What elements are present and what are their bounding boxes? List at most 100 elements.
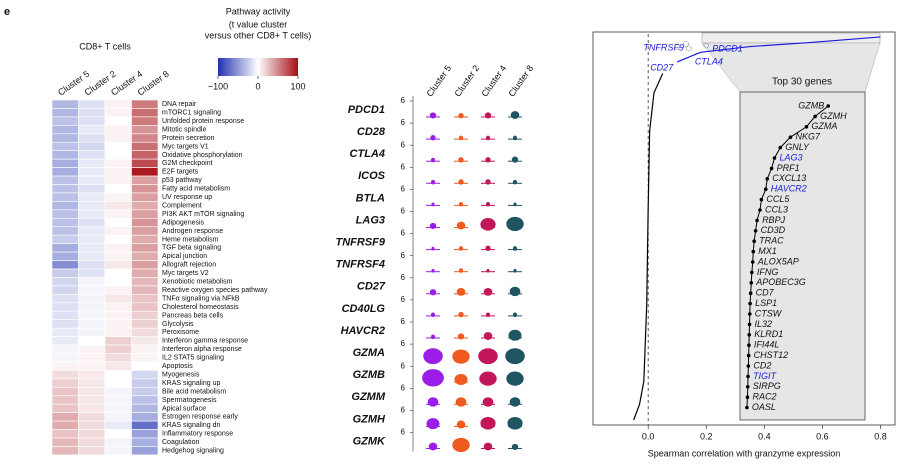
heat-cell <box>51 192 79 202</box>
inset-point <box>747 343 751 348</box>
heat-cell <box>51 319 79 329</box>
violin <box>455 397 467 407</box>
heat-cell <box>51 386 79 397</box>
heat-cell <box>104 437 132 447</box>
heat-cell <box>104 125 132 135</box>
heat-cell <box>51 353 79 363</box>
gene-label: GZMK <box>353 435 386 447</box>
cluster-label: Cluster 5 <box>424 63 453 98</box>
heat-cell <box>104 234 132 244</box>
heat-cell <box>104 386 132 397</box>
heat-cell <box>78 243 106 253</box>
gene-label: TNFRSF4 <box>336 259 386 271</box>
row-label: IL2 STAT5 signaling <box>162 355 224 362</box>
inset-gene-label: KLRD1 <box>754 329 783 339</box>
violin <box>458 179 464 185</box>
row-label: Reactive oxygen species pathway <box>162 287 268 294</box>
inset-point <box>746 374 750 379</box>
title: Pathway activity <box>226 6 291 16</box>
y-tick-label: 6 <box>401 361 406 370</box>
heat-cell <box>51 412 79 422</box>
heat-cell <box>51 108 79 118</box>
heat-cell <box>78 378 106 388</box>
violin <box>485 245 491 251</box>
heat-cell <box>51 361 79 371</box>
heat-cell <box>131 175 159 185</box>
heat-cell <box>104 141 132 151</box>
heat-cell <box>104 344 132 354</box>
inset-gene-label: CXCL13 <box>772 173 806 183</box>
heat-cell <box>131 125 159 135</box>
heat-cell <box>51 446 79 456</box>
inset-point <box>747 322 752 327</box>
heat-cell <box>51 310 79 320</box>
y-tick-label: 6 <box>401 406 406 415</box>
inset-point <box>788 135 793 139</box>
panel-label: e <box>4 6 10 18</box>
heat-cell <box>104 429 132 439</box>
subtitle: versus other CD8+ T cells) <box>205 30 311 40</box>
y-tick-label: 6 <box>401 162 406 171</box>
violin <box>512 312 518 318</box>
heat-cell <box>104 175 132 185</box>
violin <box>454 373 468 385</box>
inset-gene-label: HAVCR2 <box>771 184 807 194</box>
violin <box>480 218 496 231</box>
plot-frame <box>592 31 896 426</box>
heat-cell <box>78 108 106 118</box>
row-label: Xenobiotic metabolism <box>162 279 233 286</box>
heat-cell <box>51 260 79 270</box>
x-tick-label: 0.6 <box>816 431 829 441</box>
violin <box>430 334 436 340</box>
heat-cell <box>131 243 159 253</box>
gene-point <box>674 44 681 50</box>
heat-cell <box>104 192 132 202</box>
gene-label: PDCD1 <box>712 43 743 53</box>
heat-cell <box>51 437 79 447</box>
gene-label: CD40LG <box>342 303 386 315</box>
heat-cell <box>78 361 106 371</box>
heat-cell <box>51 209 79 219</box>
heat-cell <box>104 108 132 118</box>
heat-cell <box>104 167 132 177</box>
violin <box>505 348 525 365</box>
violin <box>478 348 498 365</box>
heat-cell <box>104 251 132 261</box>
gene-label: TNFRSF9 <box>643 42 684 52</box>
inset-point <box>747 333 752 337</box>
violin <box>423 348 443 365</box>
heat-cell <box>78 158 106 168</box>
inset-gene-label: RAC2 <box>752 392 776 402</box>
row-label: Inflammatory response <box>162 431 233 438</box>
inset-point <box>769 166 774 171</box>
inset-gene-label: LAG3 <box>779 152 802 162</box>
curve <box>676 36 881 63</box>
inset-gene-label: GZMH <box>820 111 847 121</box>
heat-cell <box>51 294 79 304</box>
heat-cell <box>78 386 106 397</box>
heat-cell <box>131 378 159 388</box>
y-tick-label: 6 <box>401 229 406 238</box>
inset-gene-label: CD2 <box>753 360 771 370</box>
heat-cell <box>51 327 79 337</box>
heat-cell <box>51 226 79 236</box>
heat-cell <box>131 116 159 126</box>
heat-cell <box>51 99 79 109</box>
heat-cell <box>51 378 79 388</box>
cluster-label: Cluster 4 <box>479 63 508 98</box>
zoom-box <box>701 32 881 44</box>
heat-cell <box>104 310 132 320</box>
colorbar-tick-label: 100 <box>290 81 305 91</box>
heat-cell <box>131 395 159 405</box>
gene-label: CD27 <box>650 62 674 72</box>
inset-gene-label: IFNG <box>757 267 779 277</box>
violin <box>480 416 496 430</box>
heat-cell <box>104 158 132 168</box>
inset-gene-label: IFI44L <box>754 340 780 350</box>
heat-cell <box>51 150 79 160</box>
inset-gene-label: CD3D <box>761 225 786 235</box>
violin <box>429 112 437 119</box>
violin <box>512 135 518 141</box>
colorbar-tick-label: 0 <box>255 81 260 91</box>
inset-gene-label: GZMA <box>811 121 837 131</box>
